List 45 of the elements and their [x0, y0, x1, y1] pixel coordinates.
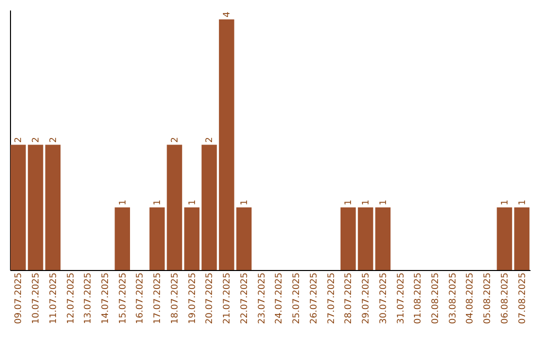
x-tick-label: 02.08.2025 — [430, 272, 441, 324]
x-tick-label: 14.07.2025 — [101, 272, 112, 324]
data-label: 1 — [118, 200, 128, 206]
data-label: 1 — [500, 200, 510, 206]
data-label: 1 — [362, 200, 372, 206]
x-tick-label: 01.08.2025 — [414, 272, 424, 324]
x-tick-label: 24.07.2025 — [274, 272, 285, 324]
data-label: 1 — [153, 200, 164, 206]
data-label: 1 — [518, 200, 528, 206]
x-tick-label: 05.08.2025 — [483, 272, 494, 324]
x-tick-label: 27.07.2025 — [326, 272, 337, 324]
x-tick-label: 18.07.2025 — [170, 272, 180, 324]
x-tick-label: 23.07.2025 — [257, 272, 268, 324]
x-tick-label: 09.07.2025 — [14, 272, 24, 324]
data-label: 2 — [170, 136, 180, 143]
x-tick-label: 11.07.2025 — [48, 272, 59, 324]
data-label: 2 — [14, 136, 24, 143]
data-label: 4 — [222, 11, 233, 18]
x-tick-label: 26.07.2025 — [309, 272, 320, 324]
data-label: 1 — [188, 200, 198, 206]
x-tick-label: 07.08.2025 — [518, 272, 528, 324]
x-tick-label: 03.08.2025 — [448, 272, 458, 324]
x-tick-label: 17.07.2025 — [153, 272, 164, 324]
x-tick-label: 25.07.2025 — [292, 272, 302, 324]
x-tick-label: 28.07.2025 — [344, 272, 354, 324]
x-tick-label: 21.07.2025 — [222, 272, 233, 324]
x-tick-label: 06.08.2025 — [500, 272, 510, 324]
x-tick-label: 19.07.2025 — [188, 272, 198, 324]
x-tick-label: 10.07.2025 — [32, 272, 42, 324]
x-tick-label: 30.07.2025 — [378, 272, 389, 324]
x-tick-label: 04.08.2025 — [466, 272, 476, 324]
x-tick-label: 12.07.2025 — [66, 272, 76, 324]
x-tick-label: 20.07.2025 — [205, 272, 216, 324]
data-label: 1 — [378, 200, 389, 206]
data-label: 1 — [240, 200, 250, 206]
x-tick-label: 29.07.2025 — [362, 272, 372, 324]
x-tick-label: 15.07.2025 — [118, 272, 128, 324]
data-label: 2 — [32, 136, 42, 143]
data-label: 2 — [205, 136, 216, 143]
x-tick-label: 13.07.2025 — [84, 272, 94, 324]
x-tick-label: 16.07.2025 — [136, 272, 146, 324]
data-label: 1 — [344, 200, 354, 206]
x-tick-label: 22.07.2025 — [240, 272, 250, 324]
data-label: 2 — [48, 136, 59, 143]
x-tick-label: 31.07.2025 — [396, 272, 406, 324]
